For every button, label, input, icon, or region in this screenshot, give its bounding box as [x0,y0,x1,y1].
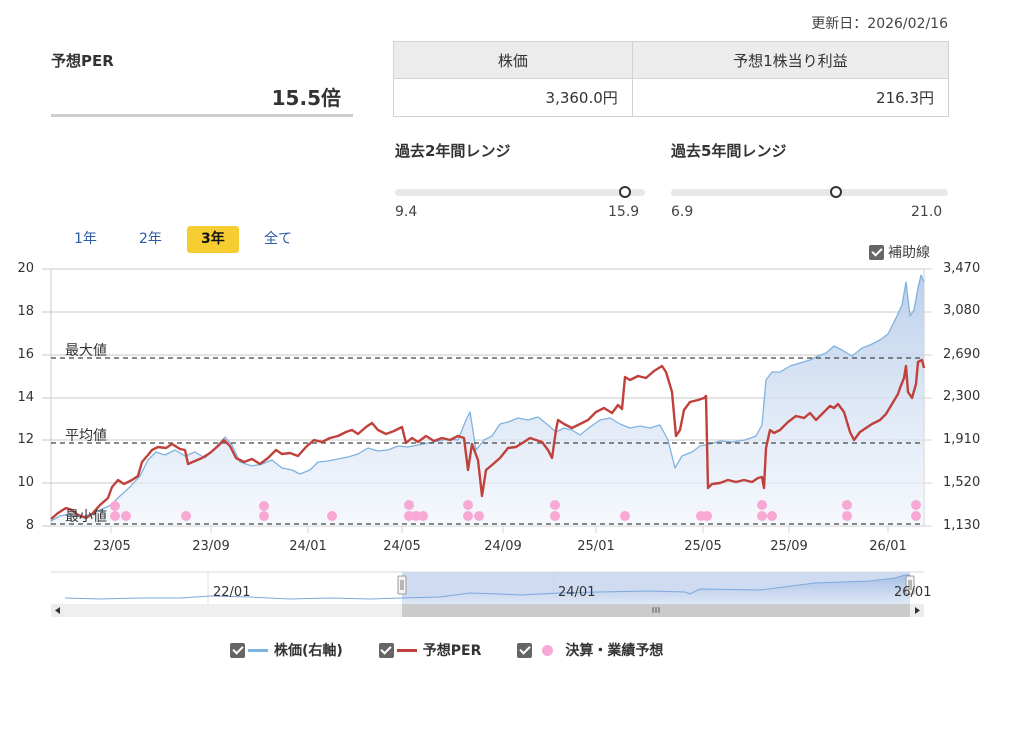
reference-lines [51,357,924,525]
range-2y-max: 15.9 [608,204,640,220]
range-5y-track [671,189,948,196]
navigator-label: 22/01 [213,585,251,600]
aux-lines-label: 補助線 [888,245,930,261]
y-right-tick: 1,130 [943,518,981,533]
y-left-tick: 18 [17,304,34,319]
range-2y-title: 過去2年間レンジ [395,142,511,160]
checkbox-icon[interactable] [230,642,245,658]
y-right-tick: 3,080 [943,303,981,318]
x-tick: 24/09 [484,539,522,554]
header-eps: 予想1株当り利益 [631,41,950,79]
chart-legend: 株価(右軸) 予想PER 決算・業績予想 [230,640,699,660]
y-left-tick: 14 [17,390,34,405]
tab-3y[interactable]: 3年 [187,226,239,253]
ref-label-avg: 平均値 [65,428,107,444]
aux-lines-toggle[interactable]: 補助線 [869,242,930,262]
y-right-tick: 2,300 [943,389,981,404]
y-left-tick: 12 [17,432,34,447]
y-left-tick: 10 [17,475,34,490]
per-line-swatch [396,648,417,652]
x-tick: 23/09 [192,539,230,554]
range-2y-min: 9.4 [395,204,418,220]
price-line-swatch [248,648,268,652]
navigator-label: 26/01 [894,585,932,600]
value-eps: 216.3円 [631,78,950,117]
event-markers [110,500,921,521]
legend-label: 株価(右軸) [274,643,343,659]
checkbox-icon[interactable] [517,642,533,658]
legend-label: 予想PER [422,643,482,659]
legend-item-events[interactable]: 決算・業績予想 [517,640,663,660]
x-tick: 25/01 [577,539,615,554]
price-area [51,275,924,526]
y-left-tick: 20 [17,261,34,276]
ref-label-min: 最小値 [65,509,107,525]
tab-all[interactable]: 全て [264,231,292,247]
range-5y-min: 6.9 [671,204,694,220]
y-right-tick: 1,910 [943,432,981,447]
x-tick: 24/01 [289,539,327,554]
tab-1y[interactable]: 1年 [74,231,97,247]
legend-item-per[interactable]: 予想PER [378,640,482,660]
navigator [51,571,924,617]
range-5y-marker [830,186,842,198]
tab-2y[interactable]: 2年 [139,231,162,247]
checkbox-icon[interactable] [869,244,884,260]
per-label: 予想PER [51,52,114,70]
legend-label: 決算・業績予想 [565,643,664,659]
per-line [50,358,926,520]
range-2y-marker [619,186,631,198]
x-tick: 24/05 [383,539,421,554]
x-tick: 25/05 [684,539,722,554]
y-right-tick: 1,520 [943,475,981,490]
header-stock-price: 株価 [393,41,633,79]
value-stock-price: 3,360.0円 [393,78,633,117]
checkbox-icon[interactable] [378,642,394,658]
update-date: 更新日：2026/02/16 [811,16,948,32]
y-right-tick: 2,690 [943,347,981,362]
range-2y-track [395,189,645,196]
per-divider [51,114,353,117]
ref-label-max: 最大値 [65,343,107,359]
range-5y-title: 過去5年間レンジ [671,142,787,160]
navigator-label: 24/01 [558,585,596,600]
x-tick: 25/09 [770,539,808,554]
legend-item-price[interactable]: 株価(右軸) [230,640,343,660]
x-tick: 26/01 [869,539,907,554]
y-left-tick: 16 [17,347,34,362]
y-left-tick: 8 [25,518,34,533]
y-right-tick: 3,470 [943,261,981,276]
per-value: 15.5倍 [271,86,341,110]
event-dot-swatch [542,644,554,656]
range-5y-max: 21.0 [911,204,943,220]
x-tick: 23/05 [93,539,131,554]
summary-table: 株価 予想1株当り利益 3,360.0円 216.3円 [393,41,950,117]
